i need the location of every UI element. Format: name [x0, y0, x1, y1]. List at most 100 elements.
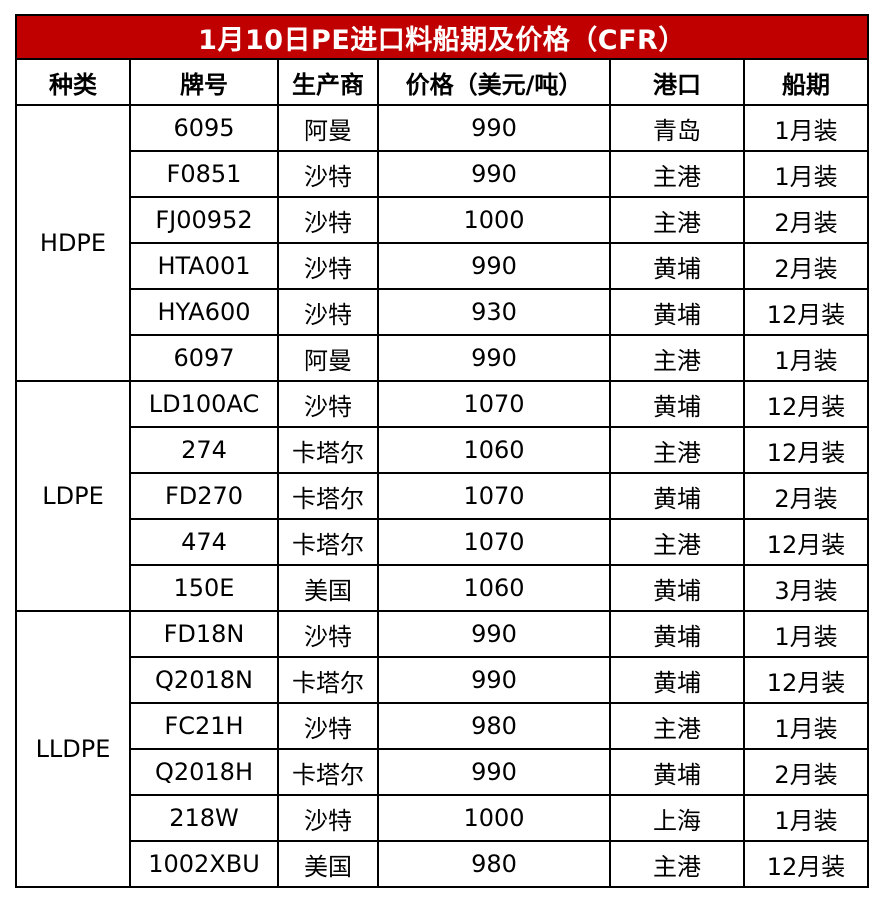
type-cell: LDPE [15, 380, 131, 612]
price-cell: 1000 [377, 196, 611, 244]
producer-cell: 卡塔尔 [277, 426, 379, 474]
price-cell: 980 [377, 702, 611, 750]
price-cell: 990 [377, 748, 611, 796]
price-cell: 1070 [377, 380, 611, 428]
producer-cell: 沙特 [277, 288, 379, 336]
producer-cell: 卡塔尔 [277, 472, 379, 520]
table-body: HDPE 6095 阿曼 990 青岛 1月装 F0851 沙特 990 主港 1月装 FJ00952… [15, 104, 869, 888]
grade-cell: FC21H [129, 702, 279, 750]
header-port: 港口 [609, 58, 745, 106]
producer-cell: 沙特 [277, 380, 379, 428]
grade-cell: 218W [129, 794, 279, 842]
price-cell: 980 [377, 840, 611, 888]
price-table: 1月10日PE进口料船期及价格（CFR） 种类 牌号 生产商 价格（美元/吨） … [15, 14, 869, 888]
price-cell: 1070 [377, 518, 611, 566]
table-row: F0851 沙特 990 主港 1月装 [16, 150, 869, 198]
shipment-cell: 12月装 [743, 380, 869, 428]
shipment-cell: 1月装 [743, 702, 869, 750]
producer-cell: 美国 [277, 564, 379, 612]
grade-cell: LD100AC [129, 380, 279, 428]
table-row: HYA600 沙特 930 黄埔 12月装 [16, 288, 869, 336]
price-cell: 990 [377, 610, 611, 658]
port-cell: 黄埔 [609, 610, 745, 658]
price-cell: 990 [377, 104, 611, 152]
header-type: 种类 [15, 58, 131, 106]
price-cell: 990 [377, 334, 611, 382]
producer-cell: 沙特 [277, 242, 379, 290]
port-cell: 主港 [609, 702, 745, 750]
grade-cell: 274 [129, 426, 279, 474]
port-cell: 黄埔 [609, 564, 745, 612]
type-cell: LLDPE [15, 610, 131, 888]
shipment-cell: 12月装 [743, 288, 869, 336]
port-cell: 主港 [609, 334, 745, 382]
grade-cell: HTA001 [129, 242, 279, 290]
price-cell: 990 [377, 242, 611, 290]
shipment-cell: 2月装 [743, 748, 869, 796]
shipment-cell: 12月装 [743, 656, 869, 704]
shipment-cell: 1月装 [743, 104, 869, 152]
grade-cell: 1002XBU [129, 840, 279, 888]
shipment-cell: 2月装 [743, 196, 869, 244]
producer-cell: 阿曼 [277, 104, 379, 152]
table-row: HDPE 6095 阿曼 990 青岛 1月装 [15, 104, 869, 382]
port-cell: 黄埔 [609, 656, 745, 704]
header-row: 种类 牌号 生产商 价格（美元/吨） 港口 船期 [15, 58, 869, 106]
price-cell: 1070 [377, 472, 611, 520]
shipment-cell: 2月装 [743, 242, 869, 290]
price-cell: 990 [377, 656, 611, 704]
shipment-cell: 1月装 [743, 794, 869, 842]
table-row: FD270 卡塔尔 1070 黄埔 2月装 [16, 472, 869, 520]
shipment-cell: 3月装 [743, 564, 869, 612]
producer-cell: 沙特 [277, 150, 379, 198]
producer-cell: 卡塔尔 [277, 656, 379, 704]
grade-cell: FJ00952 [129, 196, 279, 244]
port-cell: 上海 [609, 794, 745, 842]
grade-cell: Q2018N [129, 656, 279, 704]
port-cell: 主港 [609, 840, 745, 888]
grade-cell: FD270 [129, 472, 279, 520]
table-title: 1月10日PE进口料船期及价格（CFR） [15, 14, 869, 60]
producer-cell: 沙特 [277, 610, 379, 658]
port-cell: 黄埔 [609, 288, 745, 336]
producer-cell: 阿曼 [277, 334, 379, 382]
grade-cell: 6097 [129, 334, 279, 382]
port-cell: 主港 [609, 150, 745, 198]
port-cell: 青岛 [609, 104, 745, 152]
table-row: 1002XBU 美国 980 主港 12月装 [16, 840, 869, 888]
port-cell: 主港 [609, 426, 745, 474]
port-cell: 黄埔 [609, 380, 745, 428]
header-price: 价格（美元/吨） [377, 58, 611, 106]
producer-cell: 卡塔尔 [277, 748, 379, 796]
shipment-cell: 1月装 [743, 334, 869, 382]
table-row: 474 卡塔尔 1070 主港 12月装 [16, 518, 869, 566]
type-cell: HDPE [15, 104, 131, 382]
table-row: LLDPE FD18N 沙特 990 黄埔 1月装 [15, 610, 869, 888]
table-row: 218W 沙特 1000 上海 1月装 [16, 794, 869, 842]
shipment-cell: 12月装 [743, 518, 869, 566]
producer-cell: 沙特 [277, 196, 379, 244]
shipment-cell: 2月装 [743, 472, 869, 520]
port-cell: 黄埔 [609, 472, 745, 520]
port-cell: 黄埔 [609, 242, 745, 290]
price-cell: 1000 [377, 794, 611, 842]
producer-cell: 沙特 [277, 794, 379, 842]
table-row: LDPE LD100AC 沙特 1070 黄埔 12月装 [15, 380, 869, 612]
port-cell: 主港 [609, 196, 745, 244]
header-producer: 生产商 [277, 58, 379, 106]
header-shipment: 船期 [743, 58, 869, 106]
shipment-cell: 1月装 [743, 150, 869, 198]
port-cell: 黄埔 [609, 748, 745, 796]
price-cell: 1060 [377, 564, 611, 612]
table-row: Q2018N 卡塔尔 990 黄埔 12月装 [16, 656, 869, 704]
port-cell: 主港 [609, 518, 745, 566]
producer-cell: 美国 [277, 840, 379, 888]
shipment-cell: 12月装 [743, 426, 869, 474]
table-row: Q2018H 卡塔尔 990 黄埔 2月装 [16, 748, 869, 796]
producer-cell: 卡塔尔 [277, 518, 379, 566]
grade-cell: F0851 [129, 150, 279, 198]
table-row: FJ00952 沙特 1000 主港 2月装 [16, 196, 869, 244]
grade-cell: HYA600 [129, 288, 279, 336]
producer-cell: 沙特 [277, 702, 379, 750]
price-cell: 990 [377, 150, 611, 198]
